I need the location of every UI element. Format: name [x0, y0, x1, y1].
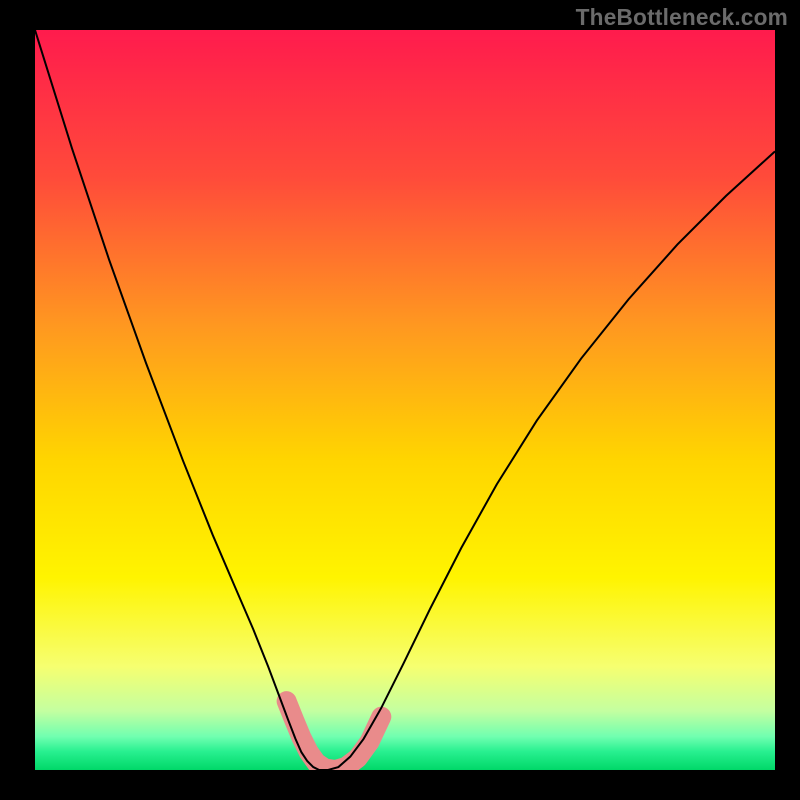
bottleneck-plot	[35, 30, 775, 770]
chart-canvas: TheBottleneck.com	[0, 0, 800, 800]
watermark-label: TheBottleneck.com	[576, 4, 788, 31]
